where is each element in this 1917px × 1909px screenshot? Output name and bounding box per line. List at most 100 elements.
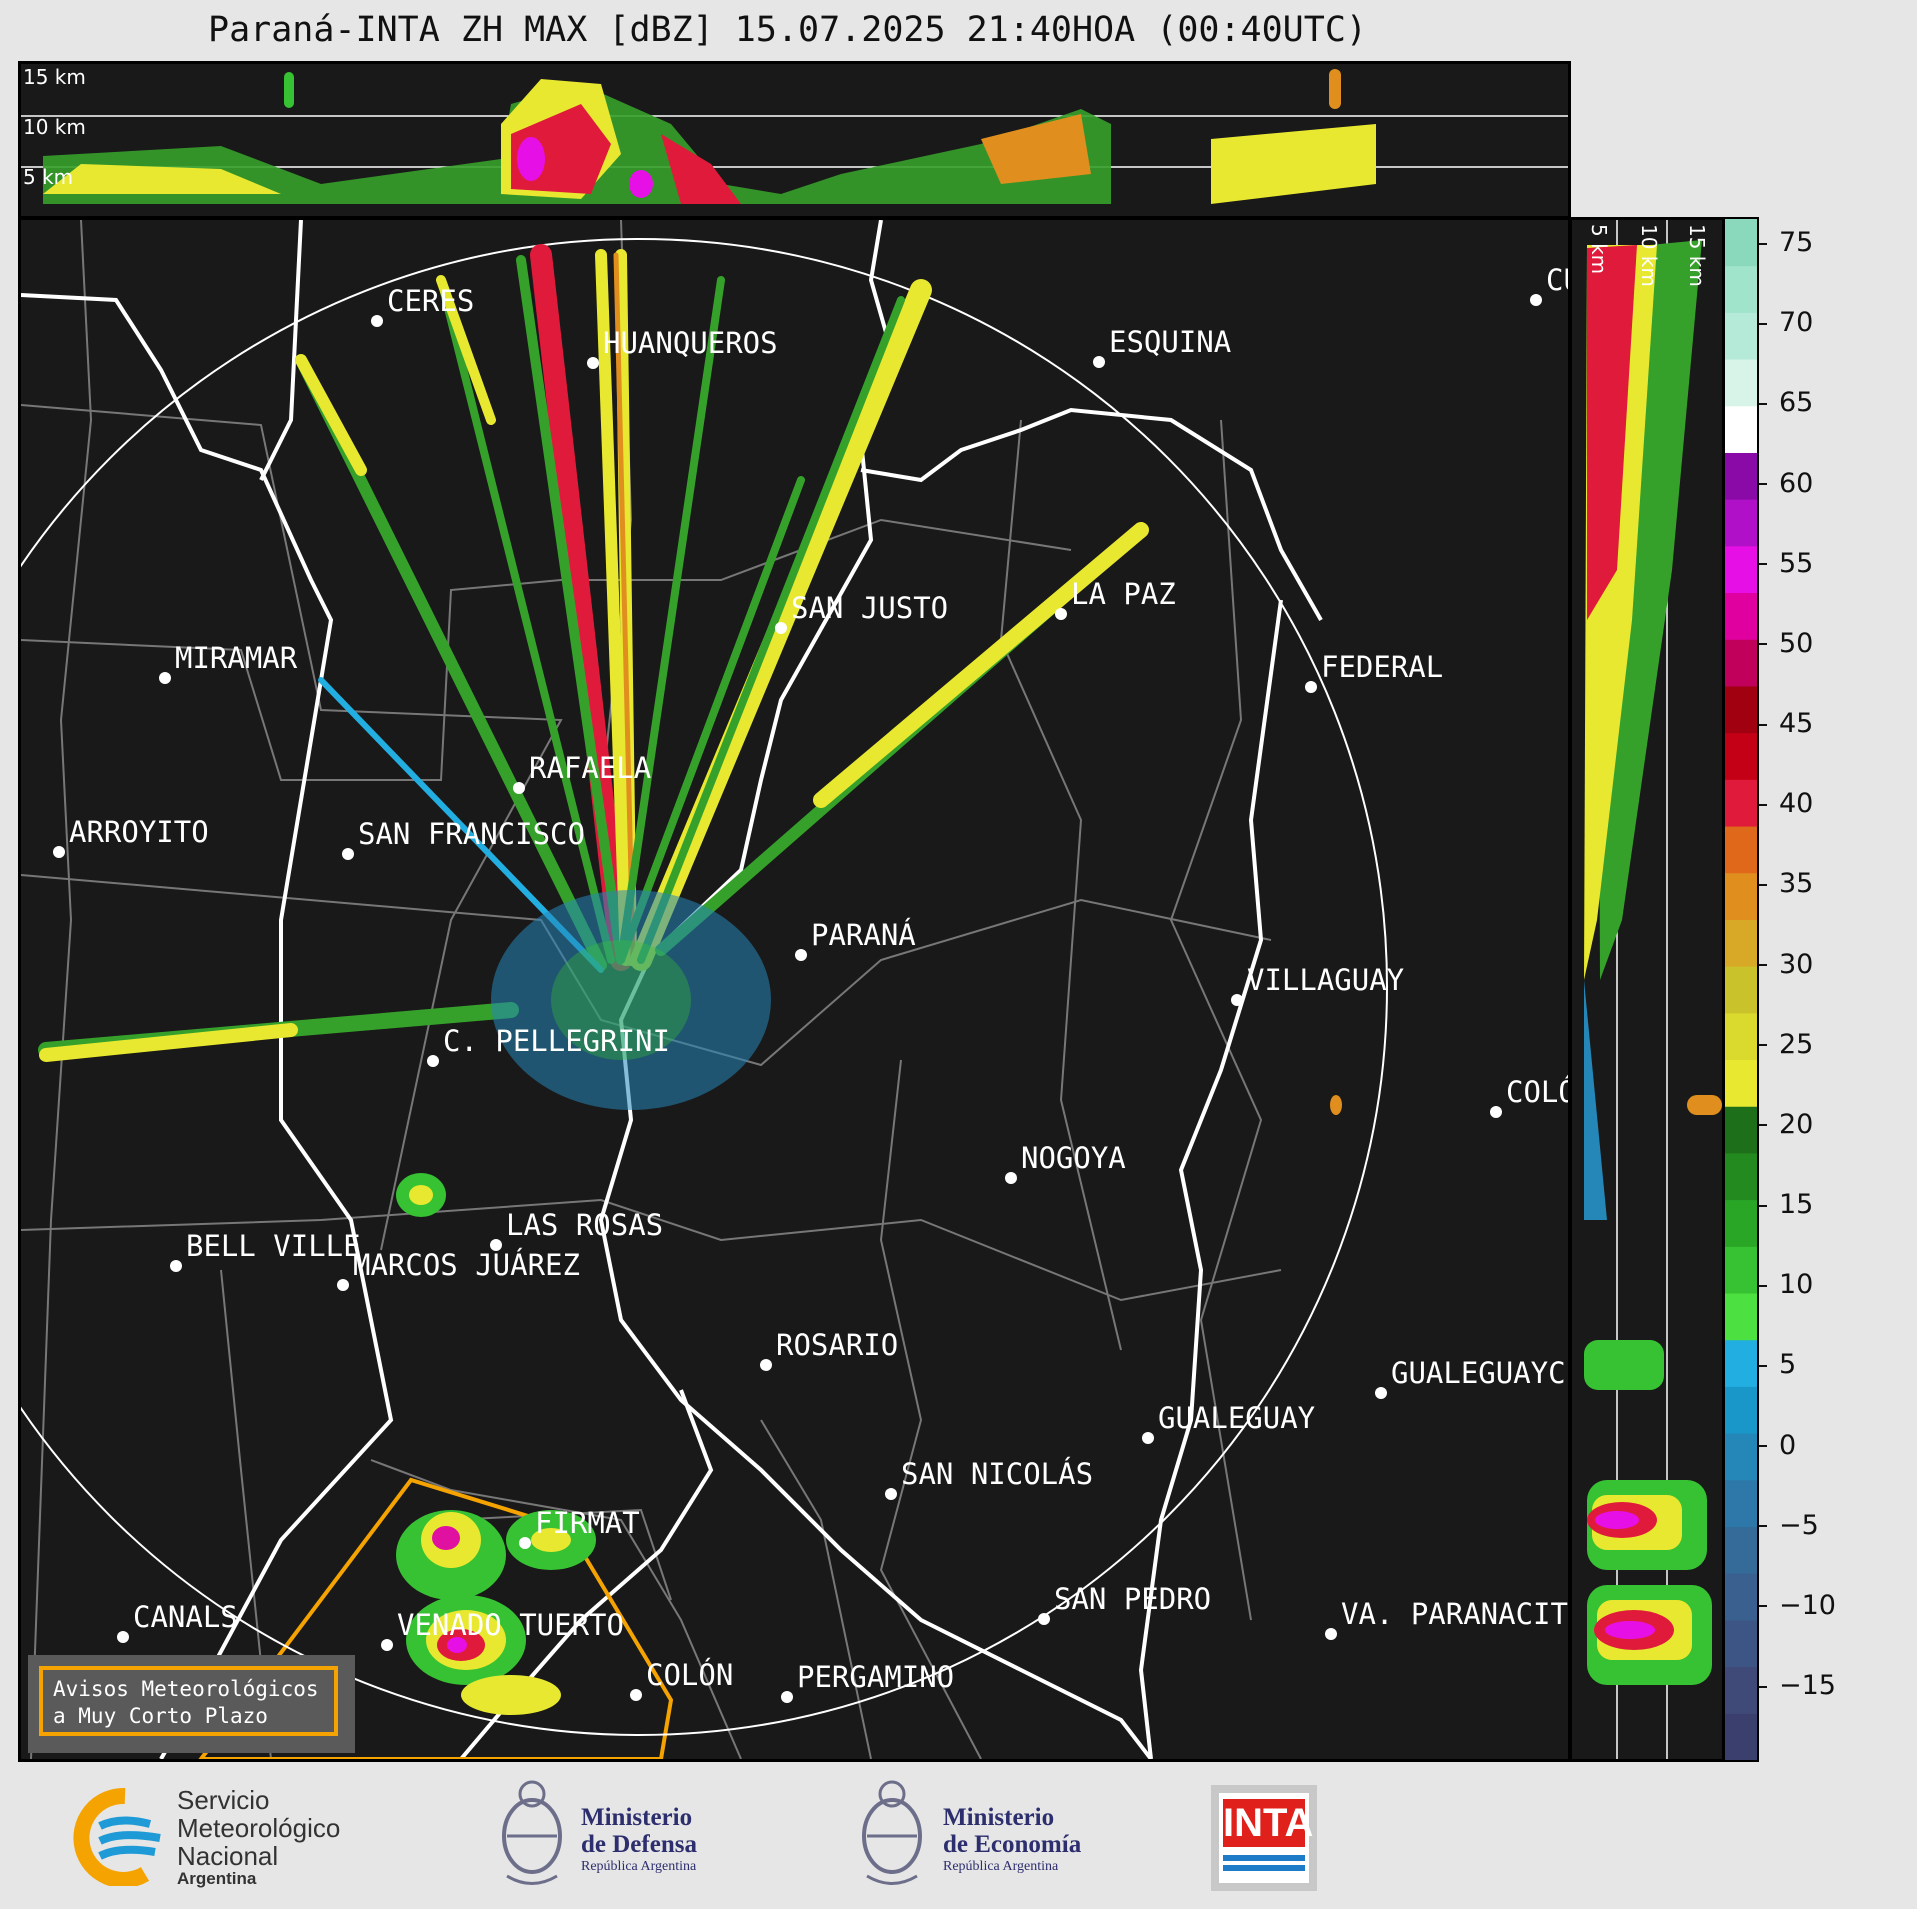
city-marker-dot: [1055, 608, 1067, 620]
colorbar-step: [1725, 1339, 1757, 1387]
city-marker-dot: [342, 848, 354, 860]
city-marker-dot: [381, 1639, 393, 1651]
city-marker-dot: [427, 1055, 439, 1067]
ministerio-economia-logo: Ministerio de Economía República Argenti…: [855, 1776, 1115, 1896]
colorbar-tick-label: 5: [1759, 1349, 1796, 1380]
colorbar-tick-label: 10: [1759, 1269, 1813, 1300]
city-marker-dot: [1142, 1432, 1154, 1444]
colorbar-tick-label: 15: [1759, 1189, 1813, 1220]
side-height-profile-panel: 5 km 10 km 15 km: [1569, 217, 1725, 1762]
smn-logo-line-3: Nacional: [177, 1841, 279, 1871]
city-marker-dot: [795, 949, 807, 961]
city-marker-dot: [1305, 681, 1317, 693]
city-marker-dot: [159, 672, 171, 684]
city-label: LAS ROSAS: [506, 1208, 663, 1242]
city-marker-dot: [513, 782, 525, 794]
colorbar-tick-label: 30: [1759, 949, 1813, 980]
alert-line-1: Avisos Meteorológicos: [53, 1677, 319, 1701]
echo-isolated-green: [284, 72, 294, 108]
colorbar-tick-label: 0: [1759, 1430, 1796, 1461]
alert-line-2: a Muy Corto Plazo: [53, 1704, 268, 1728]
colorbar-step: [1725, 1713, 1757, 1760]
colorbar-step: [1725, 1666, 1757, 1714]
city-label: ROSARIO: [776, 1328, 898, 1362]
defensa-logo-line-1: Ministerio: [581, 1804, 693, 1831]
ministerio-defensa-logo: Ministerio de Defensa República Argentin…: [495, 1776, 755, 1896]
city-marker-dot: [1038, 1613, 1050, 1625]
city-marker-dot: [1325, 1628, 1337, 1640]
colorbar-step: [1725, 452, 1757, 500]
city-label: RAFAELA: [529, 751, 651, 785]
city-label: SAN NICOLÁS: [901, 1457, 1093, 1491]
colorbar-step: [1725, 685, 1757, 734]
city-marker-dot: [630, 1689, 642, 1701]
smn-logo: Servicio Meteorológico Nacional Argentin…: [55, 1785, 395, 1888]
city-marker-dot: [1530, 294, 1542, 306]
side-echo-green-lower: [1584, 1340, 1664, 1390]
city-marker-dot: [775, 622, 787, 634]
economia-logo-line-3: República Argentina: [943, 1859, 1059, 1874]
city-marker-dot: [587, 357, 599, 369]
colorbar-step: [1725, 359, 1757, 407]
city-label: COLÓN: [646, 1658, 733, 1692]
colorbar-step: [1725, 499, 1757, 547]
colorbar-step: [1725, 919, 1757, 967]
city-marker-dot: [371, 315, 383, 327]
defensa-logo-line-3: República Argentina: [581, 1859, 697, 1874]
colorbar-step: [1725, 545, 1757, 594]
alert-box-frame: Avisos Meteorológicos a Muy Corto Plazo: [39, 1666, 338, 1736]
echo-isolated-orange: [1329, 69, 1341, 109]
echo-core-magenta: [517, 137, 545, 181]
smn-logo-line-4: Argentina: [177, 1869, 257, 1888]
city-marker-dot: [1093, 356, 1105, 368]
colorbar-step: [1725, 1199, 1757, 1247]
height-label-15km: 15 km: [23, 65, 86, 89]
colorbar-tick-label: 65: [1759, 387, 1813, 418]
city-marker-dot: [1005, 1172, 1017, 1184]
city-marker-dot: [337, 1279, 349, 1291]
city-label: MARCOS JUÁREZ: [353, 1248, 580, 1282]
echo-band-yellow-left: [43, 164, 281, 194]
side-profile-graphic: 5 km 10 km 15 km: [1584, 220, 1722, 1759]
smn-logo-mark: [73, 1787, 161, 1886]
city-marker-dot: [519, 1537, 531, 1549]
city-label: CERES: [387, 284, 474, 318]
smn-logo-line-2: Meteorológico: [177, 1813, 341, 1843]
colorbar-step: [1725, 1246, 1757, 1294]
colorbar-step: [1725, 1012, 1757, 1061]
side-height-label-5km: 5 km: [1587, 224, 1611, 274]
top-profile-graphic: 15 km 10 km 5 km: [21, 65, 1568, 204]
side-cell-1-magenta: [1595, 1511, 1639, 1529]
colorbar-step: [1725, 779, 1757, 827]
city-marker-dot: [1231, 994, 1243, 1006]
city-marker-dot: [1375, 1387, 1387, 1399]
city-label: SAN PEDRO: [1054, 1582, 1211, 1616]
dbz-colorbar: [1723, 217, 1759, 1762]
echo-band-orange: [981, 114, 1091, 184]
side-echo-blue: [1584, 980, 1607, 1220]
colorbar-step: [1725, 872, 1757, 920]
radar-echo-spokes: [38, 244, 1149, 1062]
colorbar-tick-label: −10: [1759, 1590, 1836, 1621]
economia-logo-line-2: de Economía: [943, 1831, 1082, 1858]
colorbar-step: [1725, 592, 1757, 640]
city-marker-dot: [781, 1691, 793, 1703]
city-label: C. PELLEGRINI: [443, 1024, 670, 1058]
city-label: ESQUINA: [1109, 325, 1231, 359]
city-marker-dot: [170, 1260, 182, 1272]
economia-logo-line-1: Ministerio: [943, 1804, 1055, 1831]
colorbar-step: [1725, 265, 1757, 313]
colorbar-ticks: 75 70 65 60 55 50 45 40 35 30 25 20 15 10 5 0 −5 −10 −15: [1759, 217, 1879, 1762]
colorbar-step: [1725, 1573, 1757, 1621]
city-label: LA PAZ: [1071, 577, 1176, 611]
echo-band-yellow-right: [1211, 124, 1376, 204]
city-label: CU: [1546, 263, 1568, 297]
city-markers: CERES HUANQUEROS ESQUINA CU SAN JUSTO LA PAZ F…: [53, 263, 1568, 1703]
colorbar-step: [1725, 1479, 1757, 1528]
central-ground-clutter: [491, 890, 771, 1110]
echo-core-magenta-2: [629, 170, 653, 198]
colorbar-step: [1725, 1386, 1757, 1434]
smn-logo-line-1: Servicio: [177, 1785, 270, 1815]
colorbar-step: [1725, 966, 1757, 1014]
radar-map: CERES HUANQUEROS ESQUINA CU SAN JUSTO LA PAZ F…: [21, 220, 1568, 1759]
